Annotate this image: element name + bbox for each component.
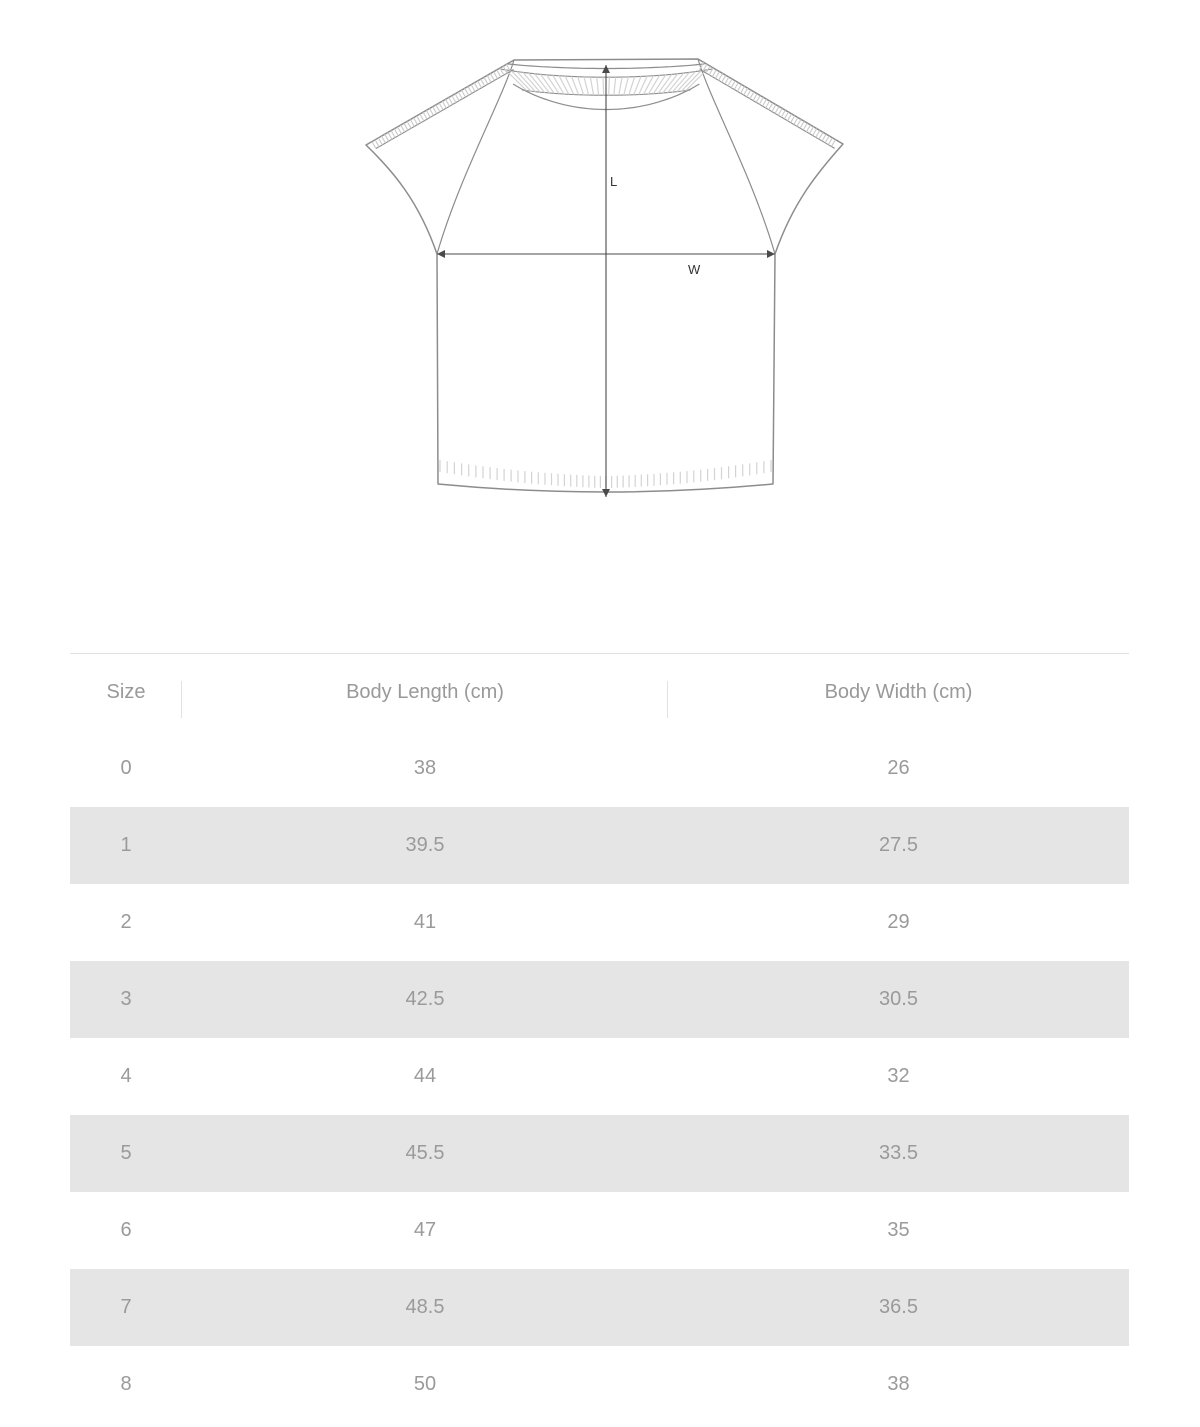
svg-text:L: L <box>610 174 617 189</box>
svg-text:W: W <box>688 262 701 277</box>
